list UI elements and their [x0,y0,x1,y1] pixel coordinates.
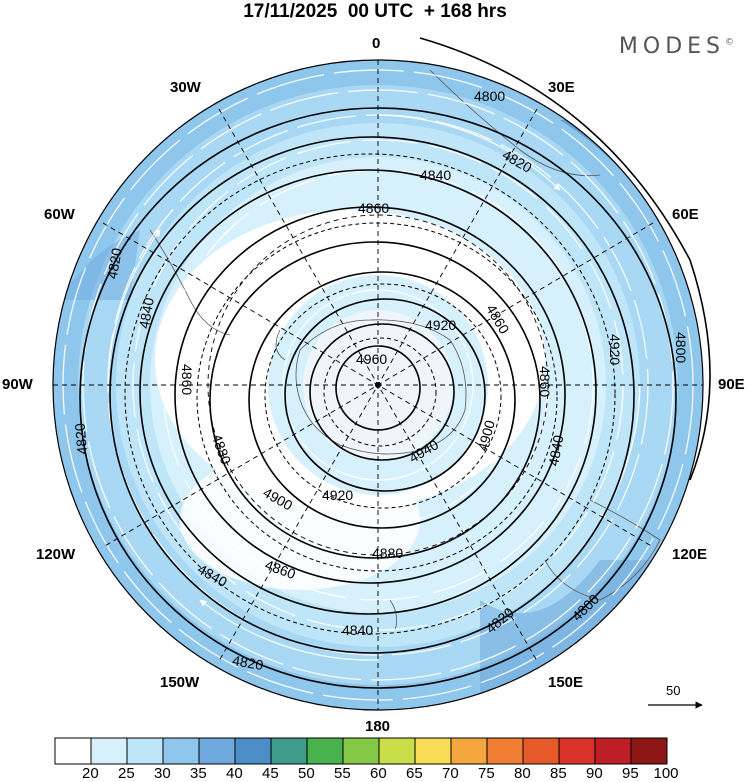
colorbar-tick-label: 35 [190,765,207,782]
contour-label: 4820 [104,247,125,281]
contour-label: 4900 [474,418,498,452]
longitude-label: 120E [672,546,708,563]
contour-label: 4840 [545,434,566,468]
colorbar-swatch [630,737,668,765]
contour-label: 4820 [72,422,91,455]
colorbar-swatch [486,737,524,765]
map-boundary [52,59,704,711]
colorbar-swatch [198,737,236,765]
contour-label: 4960 [356,351,387,367]
longitude-label: 90W [2,376,33,393]
dashed-contours [124,153,616,635]
contour-label: 4860 [179,364,195,395]
colorbar-tick-label: 25 [118,765,135,782]
contour-label: 4920 [425,317,456,333]
colorbar-swatch [54,737,92,765]
colorbar-tick-label: 95 [622,765,639,782]
colorbar-swatch [558,737,596,765]
colorbar-tick-label: 80 [514,765,531,782]
colorbar-tick-label: 70 [442,765,459,782]
longitude-label: 30E [548,79,575,96]
land-outlines [149,69,661,631]
colorbar-swatch [522,737,560,765]
colorbar-tick-label: 45 [262,765,279,782]
colorbar-swatch [594,737,632,765]
colorbar-swatch [234,737,272,765]
colorbar-tick-label: 85 [550,765,567,782]
longitude-label: 60E [672,206,699,223]
colorbar-tick-label: 60 [370,765,387,782]
colorbar-tick-label: 40 [226,765,243,782]
colorbar-swatch [162,737,200,765]
contour-label: 4840 [136,296,157,330]
brand-logo: MODES© [618,34,734,59]
colorbar-tick-label: 65 [406,765,423,782]
contour-label: 4800 [474,88,505,104]
colorbar-swatch [126,737,164,765]
longitude-label: 0 [372,35,381,52]
colorbar-tick-label: 30 [154,765,171,782]
colorbar-swatch [450,737,488,765]
colorbar-tick-label: 20 [82,765,99,782]
reference-vector-label: 50 [666,683,681,698]
contour-label: 4860 [537,366,553,397]
longitude-label: 90E [718,376,745,393]
colorbar-swatch [270,737,308,765]
colorbar-swatch [342,737,380,765]
longitude-label: 150W [160,674,200,691]
map-title: 17/11/2025 00 UTC + 168 hrs [243,1,507,22]
colorbar-tick-label: 50 [298,765,315,782]
longitude-label: 150E [548,674,584,691]
colorbar-swatch [90,737,128,765]
contour-label: 4920 [607,334,623,365]
colorbar-tick-label: 90 [586,765,603,782]
longitude-label: 60W [44,206,75,223]
contour-label: 4800 [673,332,689,363]
contour-label: 4860 [358,200,389,216]
colorbar-swatch [378,737,416,765]
south-pole-marker [375,382,381,388]
colorbar-tick-label: 55 [334,765,351,782]
colorbar [54,737,668,765]
contour-label: 4820 [231,652,265,673]
colorbar-tick-label: 100 [653,765,679,782]
colorbar-swatch [414,737,452,765]
colorbar-swatch [306,737,344,765]
colorbar-tick-label: 75 [478,765,495,782]
contour-label: 4840 [342,622,373,638]
contour-label: 4880 [372,545,403,561]
longitude-label: 120W [36,546,76,563]
contour-label: 4920 [322,487,353,503]
contour-label: 4840 [420,167,451,183]
longitude-label: 30W [170,79,201,96]
longitude-label: 180 [365,718,391,735]
